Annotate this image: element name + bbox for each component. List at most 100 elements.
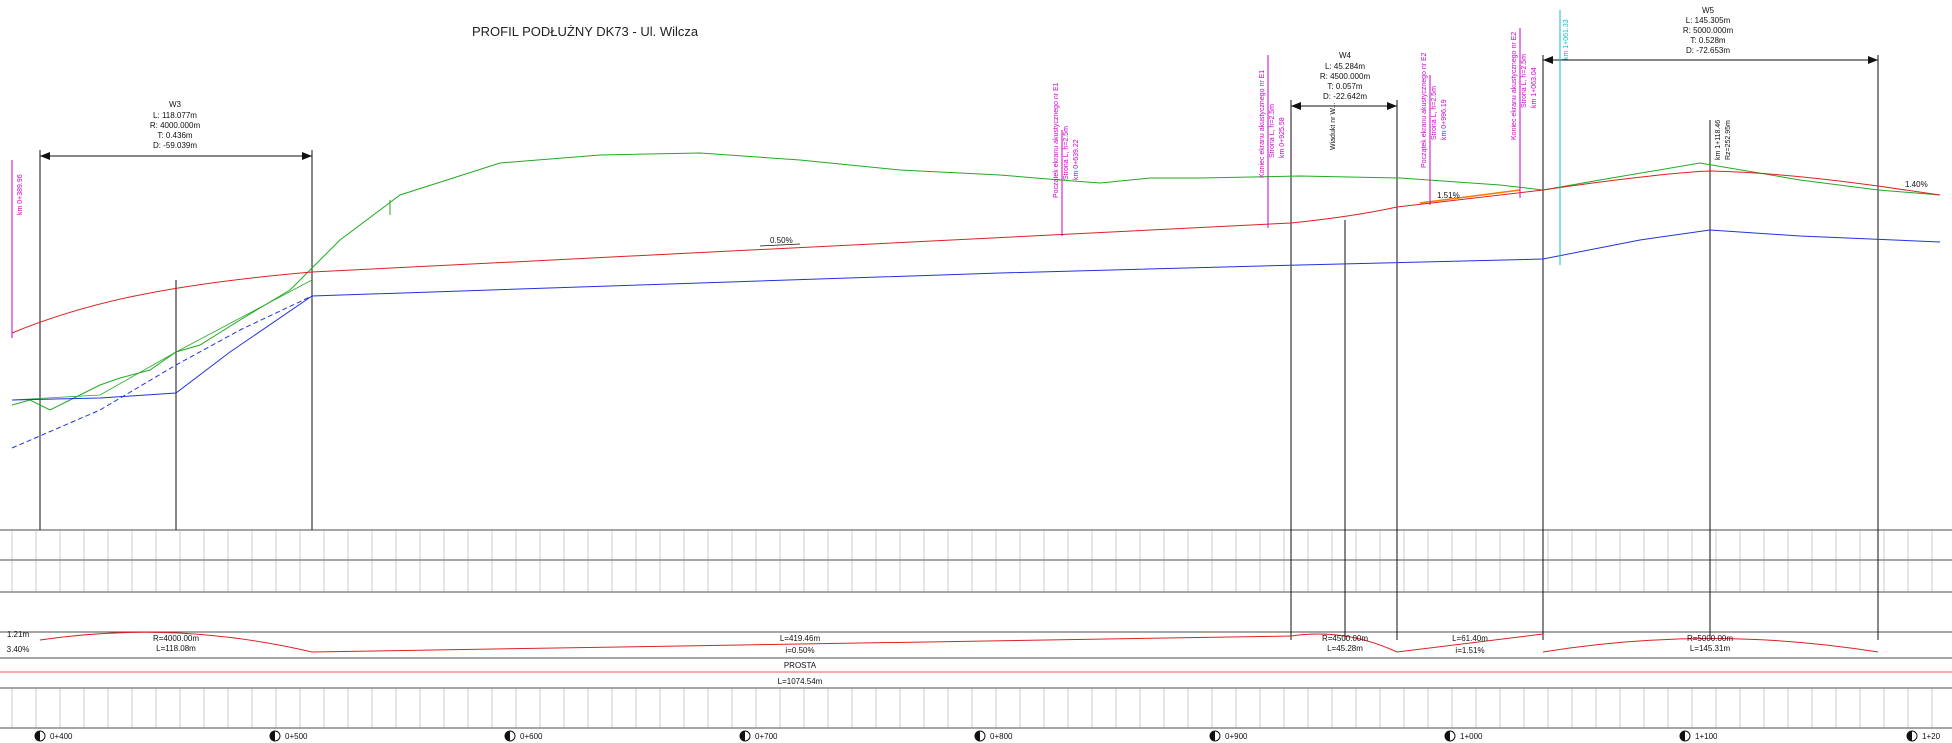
band-label: PROSTA [784, 661, 817, 670]
svg-text:Rz=252.95m: Rz=252.95m [1725, 120, 1732, 160]
km-marker: 0+500 [269, 730, 308, 742]
curve-w4-length: L: 45.284m [1325, 62, 1365, 71]
km-marker-half [975, 731, 980, 741]
crest-annotation: km 1+118.46 Rz=252.95m [1715, 120, 1732, 160]
svg-text:Początek ekranu akustycznego n: Początek ekranu akustycznego nr E1 [1053, 82, 1060, 198]
w3-span [39, 150, 313, 530]
km-marker-half [1210, 731, 1215, 741]
km-label: 0+800 [990, 732, 1013, 741]
curve-w4-name: W4 [1339, 51, 1352, 60]
curve-w4-d: D: -22.642m [1323, 92, 1367, 101]
grade-line [11, 170, 1941, 334]
curve-w5-length: L: 145.305m [1686, 16, 1731, 25]
svg-text:Koniec ekranu akustycznego nr: Koniec ekranu akustycznego nr E1 [1259, 70, 1266, 178]
curve-w5-name: W5 [1702, 6, 1715, 15]
band-label: L=118.08m [156, 644, 196, 653]
km-marker: 0+900 [1209, 730, 1248, 742]
band-label: i=1.51% [1455, 646, 1484, 655]
km-marker: 0+400 [34, 730, 73, 742]
curve-w4: W4 L: 45.284m R: 4500.000m T: 0.057m D: … [1320, 51, 1371, 101]
arrow-icon [40, 152, 50, 160]
arrow-icon [1291, 102, 1301, 110]
terrain-line [11, 152, 1941, 411]
km-marker: 0+700 [739, 730, 778, 742]
band-label: 3.40% [7, 645, 30, 654]
svg-text:Koniec ekranu akustycznego nr: Koniec ekranu akustycznego nr E2 [1511, 32, 1518, 140]
km-label: 0+600 [520, 732, 543, 741]
km-label: 1+20 [1922, 732, 1941, 741]
band-arc [1290, 633, 1398, 653]
svg-text:Strona L, h=2.5m: Strona L, h=2.5m [1063, 126, 1070, 180]
km-marker-half [1907, 731, 1912, 741]
page-title: PROFIL PODŁUŻNY DK73 - Ul. Wilcza [472, 24, 699, 39]
band-label: L=45.28m [1327, 644, 1363, 653]
km-marker: 1+100 [1679, 730, 1718, 742]
curve-w3-d: D: -59.039m [153, 141, 197, 150]
annotation-e1-start: Początek ekranu akustycznego nr E1 Stron… [1053, 82, 1080, 236]
curve-w5-tangent: T: 0.528m [1690, 36, 1725, 45]
svg-text:km 0+996.19: km 0+996.19 [1441, 99, 1448, 140]
km-marker-half [740, 731, 745, 741]
curve-w5-d: D: -72.653m [1686, 46, 1730, 55]
km-label: 0+900 [1225, 732, 1248, 741]
km-label: 0+400 [50, 732, 73, 741]
drain-line [11, 229, 1941, 401]
svg-text:Strona L, h=2.5m: Strona L, h=2.5m [1431, 86, 1438, 140]
svg-text:km 0+925.58: km 0+925.58 [1279, 117, 1286, 158]
grade-pointer [759, 243, 801, 247]
band-label: R=4000.00m [153, 634, 199, 643]
km-marker: 0+600 [504, 730, 543, 742]
band-label: R=5000.00m [1687, 634, 1733, 643]
svg-text:km 1+118.46: km 1+118.46 [1715, 120, 1722, 160]
km-label: 0+500 [285, 732, 308, 741]
svg-text:Strona L, h=2.5m: Strona L, h=2.5m [1521, 54, 1528, 108]
band-label: 1.21m [7, 630, 30, 639]
km-marker-half [35, 731, 40, 741]
km-marker-half [1680, 731, 1685, 741]
band-arc [39, 631, 313, 653]
annotation-cyan: km 1+061.33 [1559, 10, 1570, 265]
band-label: L=61.40m [1452, 634, 1488, 643]
km-marker: 0+800 [974, 730, 1013, 742]
km-label: 1+000 [1460, 732, 1483, 741]
km-label: 0+700 [755, 732, 778, 741]
w4-span [1290, 100, 1398, 640]
drain-dashed [11, 295, 313, 449]
curve-w3-name: W3 [169, 100, 182, 109]
arrow-icon [1387, 102, 1397, 110]
w5-span [1542, 55, 1879, 640]
band-label: i=0.50% [785, 646, 814, 655]
band-arc [1542, 638, 1879, 653]
km-marker: 1+000 [1444, 730, 1483, 742]
arrow-icon [302, 152, 312, 160]
curve-w4-tangent: T: 0.057m [1327, 82, 1362, 91]
curve-w5-radius: R: 5000.000m [1683, 26, 1734, 35]
km-marker: 1+20 [1906, 730, 1941, 742]
annotation-left: km 0+389.96 [11, 160, 24, 338]
band-label: R=4500.00m [1322, 634, 1368, 643]
svg-text:km 0+639.22: km 0+639.22 [1073, 139, 1080, 180]
band-label: L=145.31m [1690, 644, 1731, 653]
svg-text:km 1+061.33: km 1+061.33 [1563, 19, 1570, 60]
band-arc [311, 635, 1292, 653]
grade-label: 1.40% [1905, 180, 1928, 189]
km-marker-half [270, 731, 275, 741]
curve-w4-radius: R: 4500.000m [1320, 72, 1371, 81]
terrain-secondary [11, 279, 313, 401]
arrow-icon [1868, 56, 1878, 64]
curve-w3-tangent: T: 0.436m [157, 131, 192, 140]
curve-w5: W5 L: 145.305m R: 5000.000m T: 0.528m D:… [1683, 6, 1734, 55]
km-label: 1+100 [1695, 732, 1718, 741]
svg-text:km 1+063.04: km 1+063.04 [1531, 67, 1538, 108]
annotation-e2-start: Początek ekranu akustycznego nr E2 Stron… [1421, 52, 1448, 205]
grade-label: 0.50% [770, 236, 793, 245]
svg-text:Początek ekranu akustycznego n: Początek ekranu akustycznego nr E2 [1421, 52, 1428, 168]
viaduct-label: Wiadukt nr W... [1330, 102, 1337, 150]
band-label: L=419.46m [780, 634, 821, 643]
svg-text:Strona L, h=2.5m: Strona L, h=2.5m [1269, 104, 1276, 158]
band-label: L=1074.54m [778, 677, 823, 686]
km-markers: 0+400 0+500 0+600 0+700 0+800 0+900 1+000 1+100… [34, 730, 1941, 742]
curve-w3-length: L: 118.077m [153, 111, 197, 120]
grade-label: 1.51% [1437, 191, 1460, 200]
